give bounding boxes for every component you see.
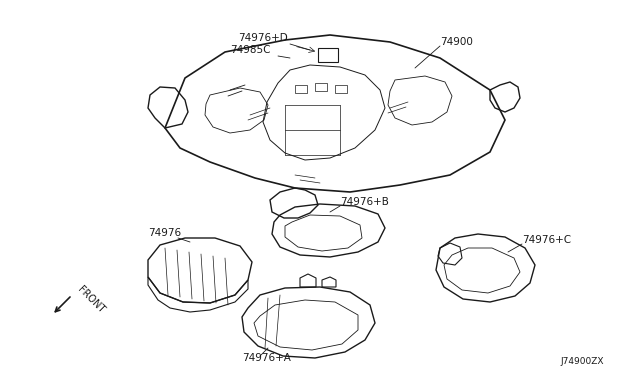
Text: 74976: 74976 xyxy=(148,228,181,238)
Text: 74985C: 74985C xyxy=(230,45,271,55)
Text: 74976+A: 74976+A xyxy=(242,353,291,363)
Text: J74900ZX: J74900ZX xyxy=(560,357,604,366)
Text: 74976+C: 74976+C xyxy=(522,235,571,245)
Text: 74976+D: 74976+D xyxy=(238,33,288,43)
Text: 74900: 74900 xyxy=(440,37,473,47)
Text: FRONT: FRONT xyxy=(76,284,107,315)
Text: 74976+B: 74976+B xyxy=(340,197,389,207)
